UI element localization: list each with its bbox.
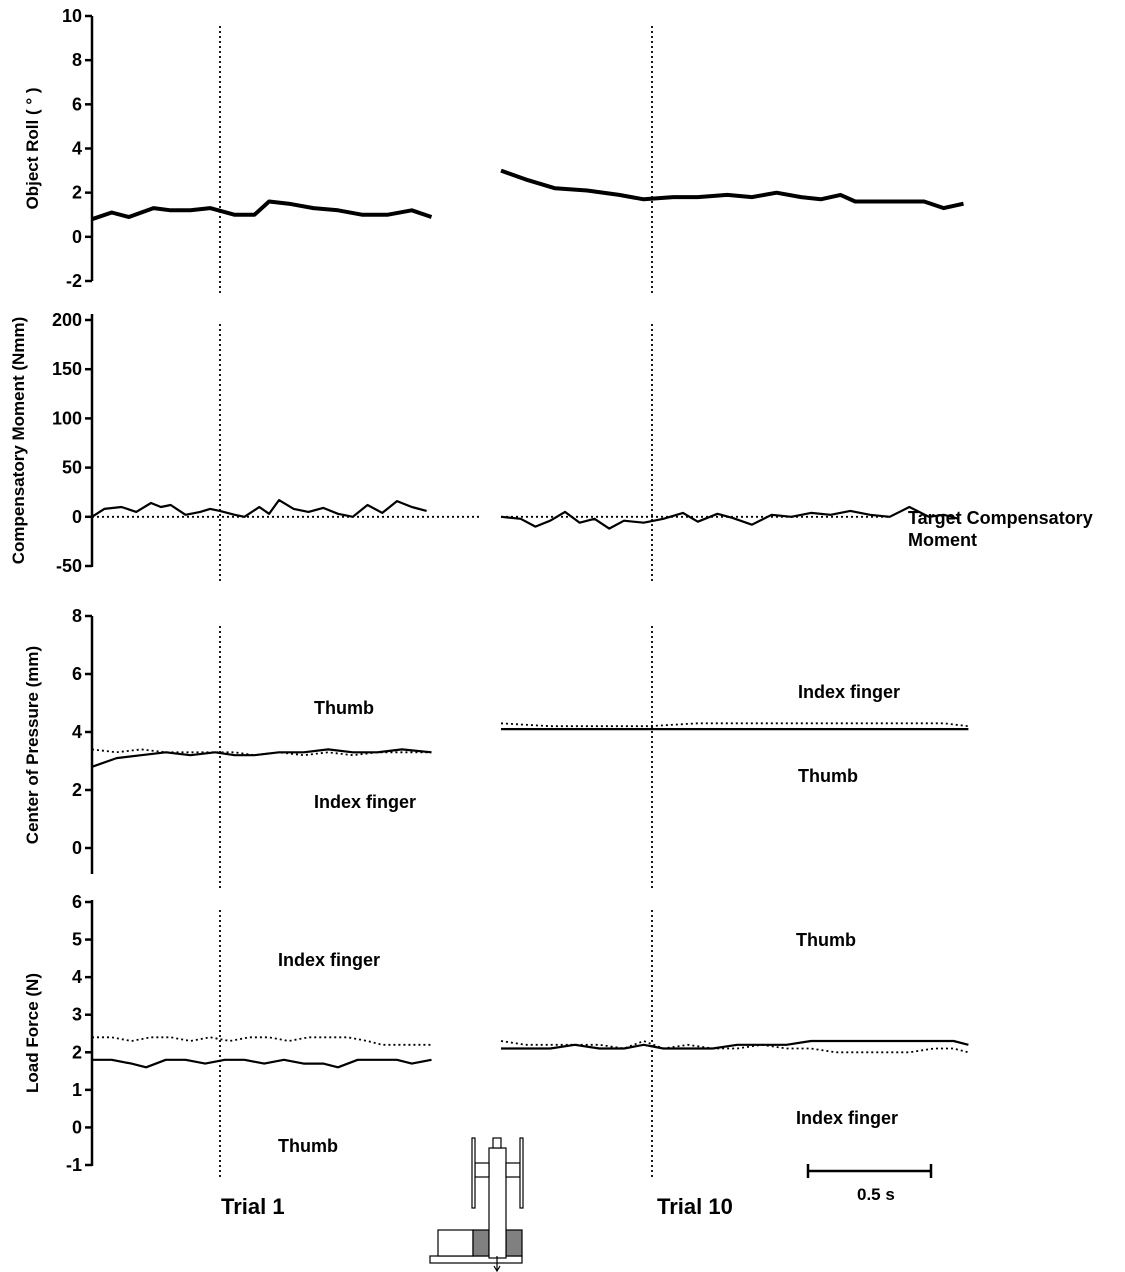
series-line <box>500 168 964 211</box>
series-line <box>92 1036 432 1046</box>
y-tick-label: 2 <box>72 1042 82 1062</box>
y-tick-label: 4 <box>72 967 82 987</box>
y-tick-label: 3 <box>72 1005 82 1025</box>
y-tick-label: 0 <box>72 507 82 527</box>
y-tick-label: 150 <box>52 359 82 379</box>
y-tick-label: 5 <box>72 930 82 950</box>
series-line <box>500 1040 969 1054</box>
panel-4: -1 0 1 2 3 4 5 6 Load Force (N) <box>23 892 969 1180</box>
y-tick-label: 8 <box>72 50 82 70</box>
y-tick-label: 0 <box>72 838 82 858</box>
target-moment-label-line2: Moment <box>908 530 977 550</box>
target-moment-label-line1: Target Compensatory <box>908 508 1093 528</box>
series-line <box>500 505 959 530</box>
y-tick-label: 8 <box>72 606 82 626</box>
panel-2: -50 0 50 100 150 200 Compensatory Moment (Nmm) <box>9 310 959 581</box>
y-tick-label: 200 <box>52 310 82 330</box>
y-tick-label: 2 <box>72 780 82 800</box>
cop-trial1-thumb-label: Thumb <box>314 698 374 718</box>
cop-trial1-index-label: Index finger <box>314 792 416 812</box>
time-scale-bar <box>806 1164 933 1178</box>
series-line <box>501 1039 969 1050</box>
series-line <box>91 748 432 768</box>
y-axis-title: Center of Pressure (mm) <box>23 646 42 844</box>
load-trial1-thumb-label: Thumb <box>278 1136 338 1156</box>
grip-device-icon <box>429 1137 524 1272</box>
y-tick-label: 50 <box>62 458 82 478</box>
y-tick-label: -50 <box>56 556 82 576</box>
scale-bar-label: 0.5 s <box>857 1185 895 1204</box>
series-line <box>92 1058 432 1069</box>
y-tick-label: 6 <box>72 892 82 912</box>
y-tick-label: 10 <box>62 6 82 26</box>
y-tick-label: 1 <box>72 1080 82 1100</box>
panel-3: 0 2 4 6 8 Center of Pressure (mm) <box>23 606 969 888</box>
y-tick-label: 100 <box>52 408 82 428</box>
y-axis-title: Load Force (N) <box>23 973 42 1093</box>
y-tick-label: -2 <box>66 271 82 291</box>
y-tick-label: 6 <box>72 664 82 684</box>
series-line <box>91 199 433 222</box>
cop-trial10-thumb-label: Thumb <box>798 766 858 786</box>
cop-trial10-index-label: Index finger <box>798 682 900 702</box>
load-trial10-index-label: Index finger <box>796 1108 898 1128</box>
panel-1: -2 0 2 4 6 8 10 Object Roll ( ° ) <box>23 6 964 295</box>
load-trial1-index-label: Index finger <box>278 950 380 970</box>
trial10-label: Trial 10 <box>657 1194 733 1219</box>
trial1-label: Trial 1 <box>221 1194 285 1219</box>
y-tick-label: 0 <box>72 227 82 247</box>
y-tick-label: 6 <box>72 94 82 114</box>
series-line <box>500 722 969 728</box>
load-trial10-thumb-label: Thumb <box>796 930 856 950</box>
y-tick-label: 0 <box>72 1117 82 1137</box>
y-tick-label: -1 <box>66 1155 82 1175</box>
y-axis-title: Compensatory Moment (Nmm) <box>9 317 28 564</box>
y-axis-title: Object Roll ( ° ) <box>23 87 42 209</box>
y-tick-label: 2 <box>72 183 82 203</box>
y-tick-label: 4 <box>72 722 82 742</box>
series-line <box>91 499 427 518</box>
y-tick-label: 4 <box>72 139 82 159</box>
